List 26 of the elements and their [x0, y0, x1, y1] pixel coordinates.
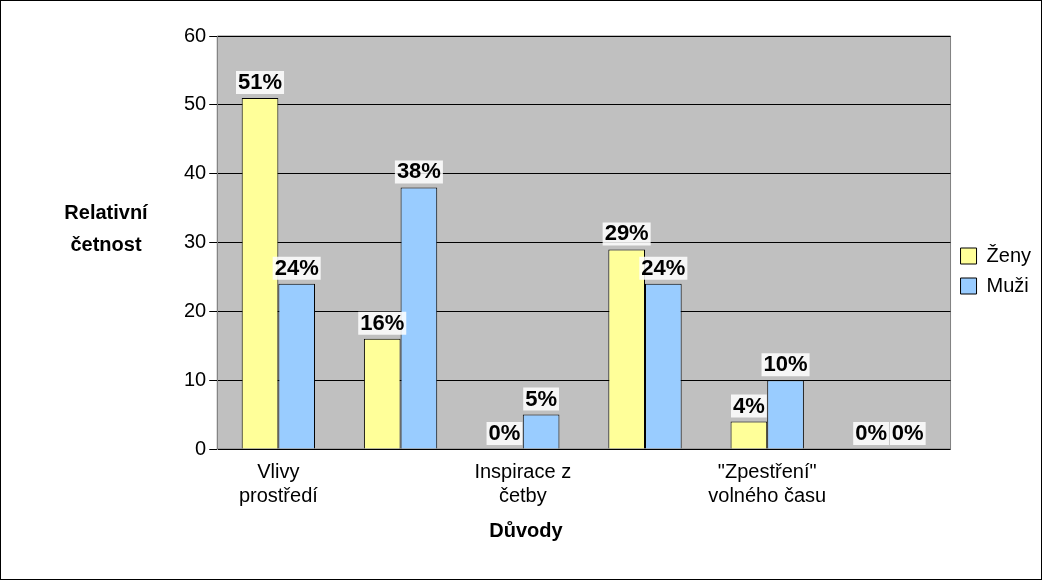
legend-label: Ženy	[986, 243, 1032, 266]
x-tick-label: "Zpestření" volného času	[708, 459, 827, 506]
y-tick-label: 10	[184, 367, 207, 390]
y-axis-title: Relativní četnost	[63, 200, 149, 257]
data-label: 29%	[604, 220, 649, 246]
y-tick-label: 60	[184, 23, 207, 46]
y-tick-label: 30	[184, 230, 207, 253]
data-label: 0%	[488, 420, 521, 446]
x-tick-label: Inspirace z četby	[474, 459, 572, 506]
x-axis-title: Důvody	[488, 519, 564, 542]
data-label: 5%	[525, 385, 558, 411]
data-label: 16%	[360, 309, 405, 335]
y-tick-label: 40	[184, 161, 207, 184]
data-label: 51%	[238, 69, 283, 95]
legend-label: Muži	[986, 273, 1029, 296]
data-label: 10%	[763, 351, 808, 377]
data-label: 0%	[891, 420, 924, 446]
data-label: 4%	[732, 392, 765, 418]
data-label: 0%	[855, 420, 887, 446]
data-label: 24%	[274, 254, 319, 280]
y-tick-label: 20	[184, 298, 207, 321]
y-tick-label: 0	[195, 436, 207, 459]
data-label: 24%	[641, 254, 686, 280]
y-tick-label: 50	[184, 92, 207, 115]
x-tick-label: Vlivy prostředí	[238, 459, 319, 506]
data-label: 38%	[396, 158, 441, 184]
